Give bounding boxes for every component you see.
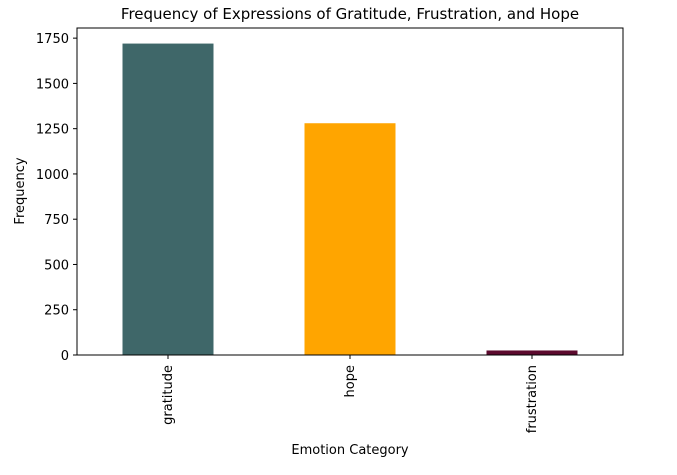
- y-axis-ticks: 0 250 500 750 1000 1250 1500 1750: [36, 32, 77, 364]
- axes-frame: [76, 27, 624, 356]
- bar-gratitude: [122, 43, 214, 355]
- bars-group: [122, 43, 578, 356]
- y-tick-label: 250: [44, 304, 69, 319]
- y-tick-label: 0: [61, 349, 69, 364]
- x-tick-label: hope: [343, 365, 358, 397]
- bar-hope: [304, 123, 396, 356]
- y-tick-label: 1500: [36, 77, 69, 92]
- bar-frustration: [486, 350, 578, 355]
- x-tick-label: gratitude: [161, 365, 176, 425]
- y-axis-title: Frequency: [13, 157, 28, 224]
- chart-title: Frequency of Expressions of Gratitude, F…: [121, 5, 579, 23]
- x-axis-title: Emotion Category: [291, 443, 409, 458]
- x-tick-label: frustration: [525, 365, 540, 433]
- y-tick-label: 1750: [36, 32, 69, 47]
- y-tick-label: 1000: [36, 168, 69, 183]
- y-tick-label: 1250: [36, 123, 69, 138]
- x-axis-ticks: gratitude hope frustration: [161, 355, 540, 433]
- y-tick-label: 750: [44, 213, 69, 228]
- y-tick-label: 500: [44, 258, 69, 273]
